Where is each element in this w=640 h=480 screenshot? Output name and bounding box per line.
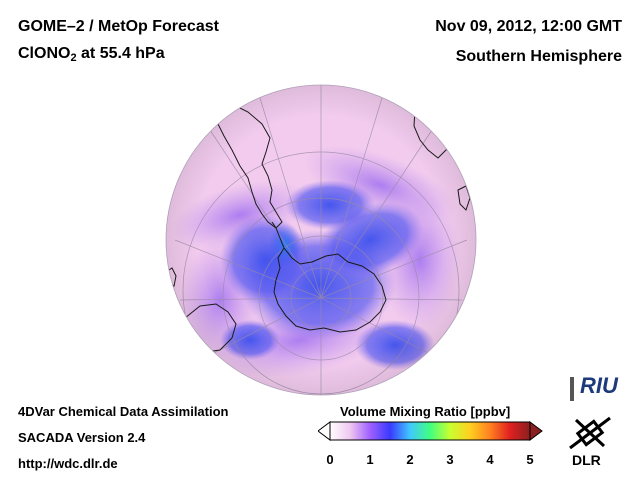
riu-logo-mark — [570, 377, 574, 401]
footer-url[interactable]: http://wdc.dlr.de — [18, 456, 118, 471]
species-suffix: at 55.4 hPa — [76, 45, 165, 62]
colorbar-tick-label: 4 — [486, 452, 494, 467]
riu-logo: RIU — [580, 373, 618, 398]
colorbar-gradient — [329, 421, 531, 441]
colorbar-tick-label: 5 — [526, 452, 534, 467]
colorbar-tick-label: 1 — [366, 452, 374, 467]
species-subscript: 2 — [70, 52, 77, 64]
colorbar-max-arrow — [529, 421, 543, 441]
colorbar-min-arrow — [318, 421, 331, 441]
hemisphere-label: Southern Hemisphere — [455, 48, 622, 65]
datetime-label: Nov 09, 2012, 12:00 GMT — [435, 18, 622, 35]
colorbar-title: Volume Mixing Ratio [ppbv] — [340, 404, 511, 419]
dlr-logo-icon — [569, 416, 611, 450]
footer-method: 4DVar Chemical Data Assimilation — [18, 404, 229, 419]
figure-title: GOME–2 / MetOp Forecast — [18, 18, 219, 35]
species-prefix: ClONO — [18, 45, 71, 62]
globe-edge-shade — [166, 85, 476, 395]
colorbar-tick-label: 3 — [446, 452, 454, 467]
dlr-logo: DLR — [572, 452, 601, 468]
colorbar-tick-label: 0 — [326, 452, 334, 467]
footer-version: SACADA Version 2.4 — [18, 430, 146, 445]
colorbar — [318, 421, 543, 441]
globe-outline — [165, 84, 477, 396]
species-label: ClONO2 at 55.4 hPa — [18, 45, 165, 64]
polar-map — [165, 84, 477, 396]
colorbar-tick-label: 2 — [406, 452, 414, 467]
